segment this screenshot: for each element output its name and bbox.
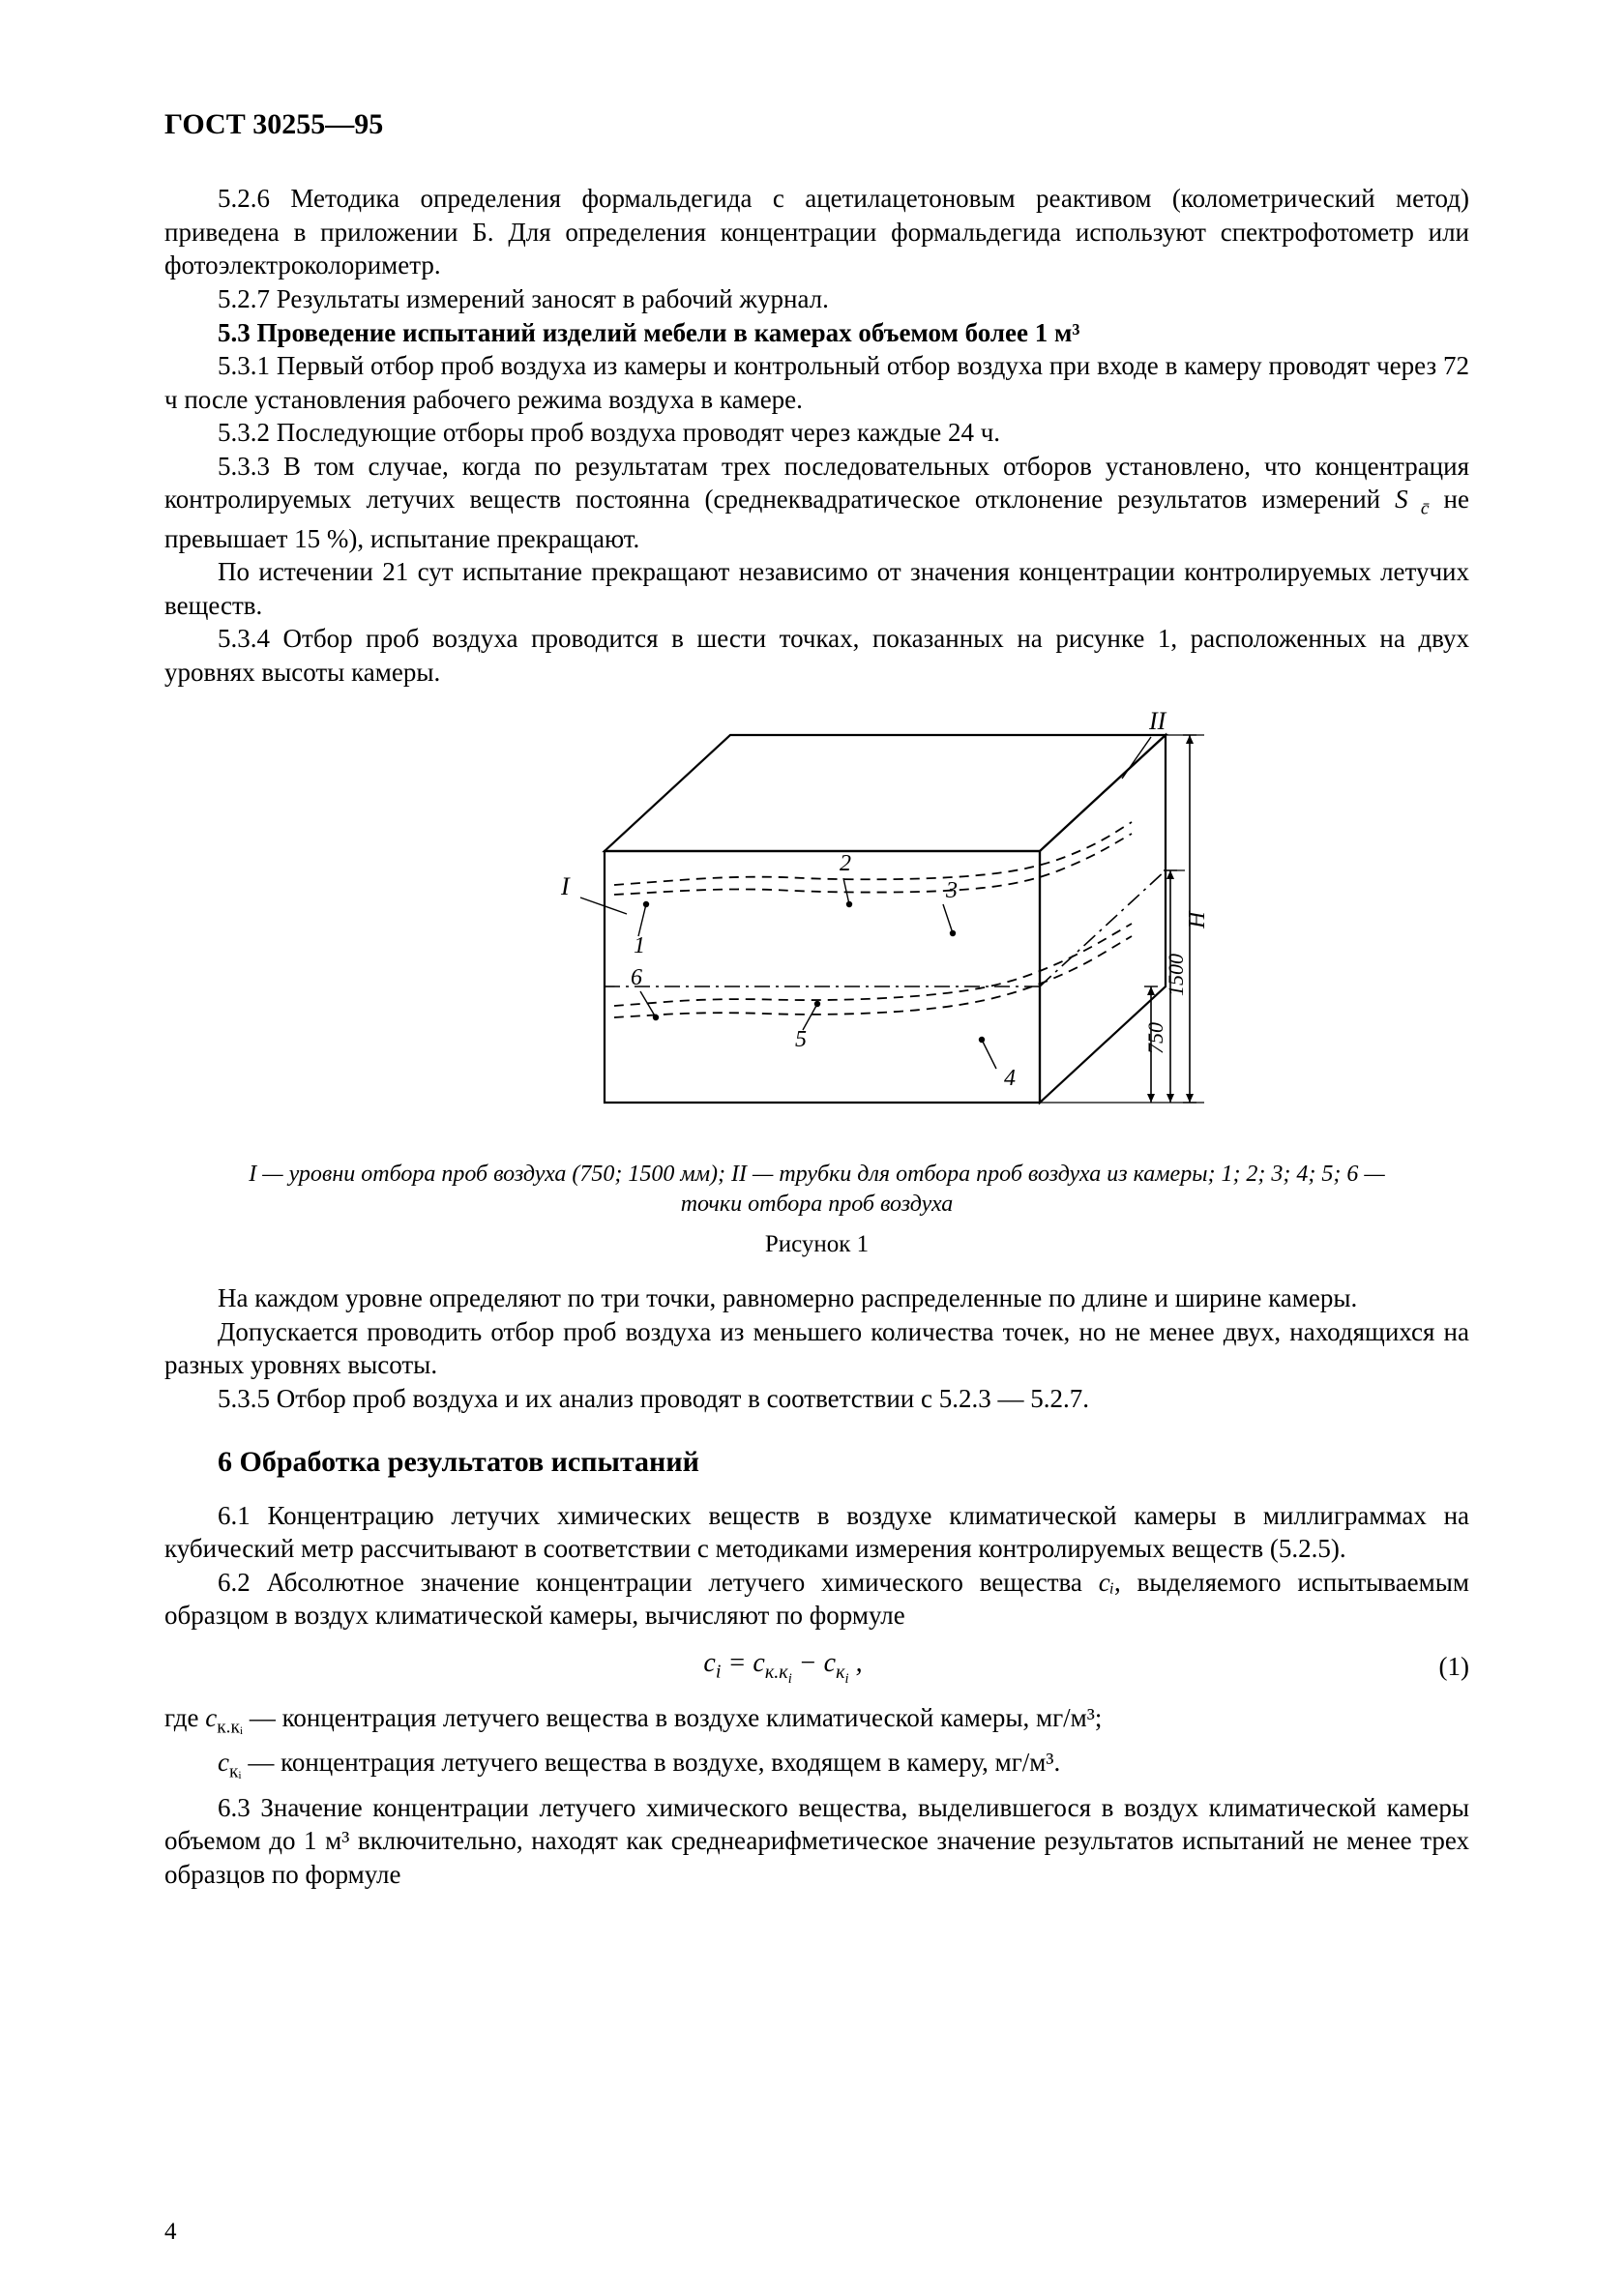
figure-1-caption: I — уровни отбора проб воздуха (750; 150… (222, 1160, 1411, 1220)
svg-text:5: 5 (795, 1027, 807, 1052)
where-line-1: где cк.кᵢ — концентрация летучего вещест… (164, 1701, 1469, 1740)
svg-text:H: H (1185, 910, 1210, 929)
paragraph-5-3-5: 5.3.5 Отбор проб воздуха и их анализ про… (164, 1382, 1469, 1416)
formula-1-number: (1) (1402, 1650, 1469, 1684)
svg-text:I: I (560, 872, 571, 900)
paragraph-5-3-1: 5.3.1 Первый отбор проб воздуха из камер… (164, 349, 1469, 416)
svg-text:750: 750 (1143, 1022, 1167, 1054)
formula-1: ci = cк.кi − cкi , (164, 1646, 1402, 1688)
text-fragment: — концентрация летучего вещества в возду… (242, 1748, 1061, 1777)
paragraph-6-2: 6.2 Абсолютное значение концентрации лет… (164, 1566, 1469, 1633)
svg-text:1500: 1500 (1164, 954, 1188, 996)
paragraph-5-3-2: 5.3.2 Последующие отборы проб воздуха пр… (164, 416, 1469, 450)
figure-1: 123456IIIH1500750 (164, 706, 1469, 1150)
paragraph-6-3: 6.3 Значение концентрации летучего химич… (164, 1791, 1469, 1892)
paragraph-5-2-6: 5.2.6 Методика определения формальдегида… (164, 182, 1469, 282)
figure-1-label: Рисунок 1 (164, 1229, 1469, 1260)
paragraph-5-3-4: 5.3.4 Отбор проб воздуха проводится в ше… (164, 622, 1469, 689)
page-number: 4 (164, 2217, 177, 2248)
svg-text:6: 6 (631, 965, 642, 990)
symbol-c: c (218, 1748, 229, 1777)
figure-1-svg: 123456IIIH1500750 (416, 706, 1219, 1141)
text-fragment: 5.3.3 В том случае, когда по результатам… (164, 452, 1469, 515)
symbol-c: c (205, 1703, 217, 1732)
svg-text:II: II (1148, 707, 1167, 735)
svg-text:2: 2 (840, 851, 851, 876)
paragraph-5-3-3-cont: По истечении 21 сут испытание прекращают… (164, 555, 1469, 622)
svg-text:1: 1 (634, 933, 645, 958)
where-lead: где (164, 1703, 205, 1732)
svg-text:4: 4 (1004, 1066, 1016, 1091)
paragraph-after-fig-2: Допускается проводить отбор проб воздуха… (164, 1315, 1469, 1382)
paragraph-after-fig-1: На каждом уровне определяют по три точки… (164, 1281, 1469, 1315)
symbol-S-sub: c̄ (1408, 499, 1430, 519)
paragraph-5-2-7: 5.2.7 Результаты измерений заносят в раб… (164, 282, 1469, 316)
where-line-2: cкᵢ — концентрация летучего вещества в в… (164, 1746, 1469, 1784)
paragraph-5-3-3: 5.3.3 В том случае, когда по результатам… (164, 450, 1469, 555)
symbol-ci: cᵢ (1099, 1568, 1114, 1597)
symbol-S: S (1395, 485, 1408, 514)
symbol-c-sub: к.кᵢ (217, 1718, 243, 1738)
document-header: ГОСТ 30255—95 (164, 106, 1469, 143)
svg-text:3: 3 (945, 878, 958, 903)
page: ГОСТ 30255—95 5.2.6 Методика определения… (0, 0, 1624, 2296)
symbol-c-sub: кᵢ (229, 1762, 242, 1782)
figure-caption-text: I — уровни отбора проб воздуха (750; 150… (249, 1162, 1385, 1217)
text-fragment: — концентрация летучего вещества в возду… (243, 1703, 1102, 1732)
text-fragment: 6.2 Абсолютное значение концентрации лет… (218, 1568, 1099, 1597)
section-6-title: 6 Обработка результатов испытаний (218, 1444, 1469, 1481)
formula-1-row: ci = cк.кi − cкi , (1) (164, 1646, 1469, 1688)
paragraph-6-1: 6.1 Концентрацию летучих химических веще… (164, 1499, 1469, 1566)
heading-5-3: 5.3 Проведение испытаний изделий мебели … (164, 316, 1469, 350)
